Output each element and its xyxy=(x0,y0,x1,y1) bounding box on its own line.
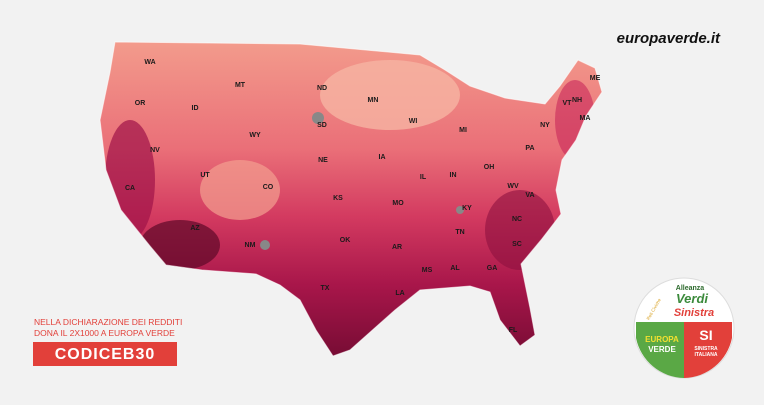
campaign-line: NELLA DICHIARAZIONE DEI REDDITI xyxy=(34,317,182,327)
state-label: WA xyxy=(144,59,155,66)
logo-text: Verdi xyxy=(676,291,708,306)
logo-text: SINISTRA xyxy=(694,346,718,352)
logo-text: ITALIANA xyxy=(695,352,718,358)
logo-text: VERDE xyxy=(648,345,676,354)
state-label: MO xyxy=(392,200,404,207)
state-label: ND xyxy=(317,85,327,92)
state-label: ID xyxy=(192,105,199,112)
state-label: VT xyxy=(563,100,573,107)
state-label: WY xyxy=(249,132,261,139)
logo-red xyxy=(684,322,732,378)
code-box xyxy=(33,342,177,366)
us-outline xyxy=(99,41,603,357)
state-label: KS xyxy=(333,195,343,202)
state-label: NY xyxy=(540,122,550,129)
state-label: VA xyxy=(525,192,534,199)
state-label: LA xyxy=(395,290,404,297)
state-label: MT xyxy=(235,82,246,89)
state-label: SC xyxy=(512,241,522,248)
state-label: CA xyxy=(125,185,135,192)
state-label: NM xyxy=(245,242,256,249)
state-label: TN xyxy=(455,229,464,236)
state-label: MS xyxy=(422,267,433,274)
state-label: IA xyxy=(379,154,386,161)
party-logo: Alleanza Verdi Sinistra Reti Civiche EUR… xyxy=(633,277,735,379)
state-label: OR xyxy=(135,100,146,107)
site-name: europaverde.it xyxy=(617,30,721,47)
state-label: MA xyxy=(580,115,591,122)
state-label: IL xyxy=(420,174,427,181)
logo-text: Alleanza xyxy=(676,285,705,292)
campaign-line: DONA IL 2X1000 A EUROPA VERDE xyxy=(34,328,175,338)
state-label: NH xyxy=(572,97,582,104)
state-label: PA xyxy=(525,145,534,152)
logo-green xyxy=(636,322,684,378)
state-label: NV xyxy=(150,147,160,154)
state-label: OK xyxy=(340,237,351,244)
logo-text: Sinistra xyxy=(674,307,714,319)
state-label: TX xyxy=(321,285,330,292)
state-label: WV xyxy=(507,183,519,190)
code: CODICEB30 xyxy=(55,346,156,363)
logo-text: EUROPA xyxy=(645,335,679,344)
state-label: CO xyxy=(263,184,274,191)
state-label: NC xyxy=(512,216,522,223)
state-labels: WA OR CA NV ID MT WY UT AZ CO NM ND SD NE KS OK TX MN IA MO… xyxy=(125,59,601,334)
state-label: MN xyxy=(368,97,379,104)
state-label: WI xyxy=(409,118,418,125)
state-label: MI xyxy=(459,127,467,134)
state-label: GA xyxy=(487,265,498,272)
state-label: UT xyxy=(200,172,210,179)
state-label: FL xyxy=(509,327,518,334)
state-label: OH xyxy=(484,164,495,171)
state-label: NE xyxy=(318,157,328,164)
state-label: ME xyxy=(590,75,601,82)
state-label: SD xyxy=(317,122,327,129)
state-label: AR xyxy=(392,244,402,251)
state-label: AL xyxy=(450,265,460,272)
logo-text: SI xyxy=(699,327,712,343)
state-label: AZ xyxy=(190,225,200,232)
state-label: IN xyxy=(450,172,457,179)
state-label: KY xyxy=(462,205,472,212)
